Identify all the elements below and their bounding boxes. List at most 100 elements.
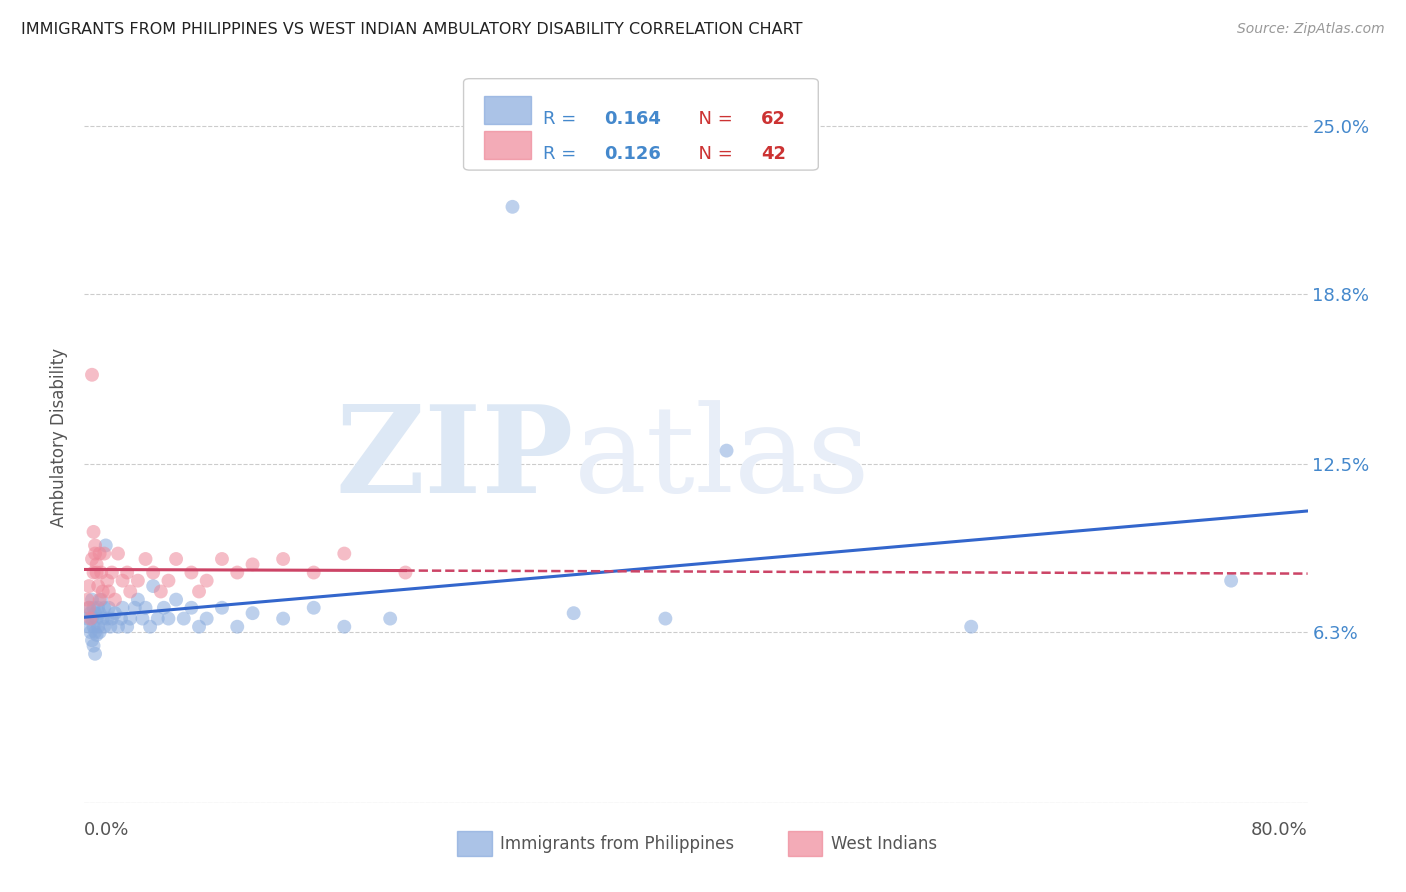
- Text: IMMIGRANTS FROM PHILIPPINES VS WEST INDIAN AMBULATORY DISABILITY CORRELATION CHA: IMMIGRANTS FROM PHILIPPINES VS WEST INDI…: [21, 22, 803, 37]
- Point: [87, 620, 110, 634]
- Point: [157, 611, 180, 625]
- Point: [84, 538, 107, 552]
- Point: [165, 592, 187, 607]
- Point: [77, 579, 100, 593]
- Text: West Indians: West Indians: [831, 835, 936, 853]
- Point: [76, 611, 98, 625]
- Point: [83, 524, 105, 539]
- Point: [79, 625, 101, 640]
- Bar: [484, 96, 531, 124]
- Text: 42: 42: [761, 145, 786, 163]
- Point: [83, 620, 105, 634]
- Point: [83, 566, 105, 580]
- Text: ZIP: ZIP: [336, 400, 574, 518]
- Text: N =: N =: [688, 110, 740, 128]
- Point: [107, 547, 129, 561]
- Point: [104, 606, 127, 620]
- Bar: [484, 131, 531, 159]
- Point: [84, 647, 107, 661]
- Point: [146, 611, 169, 625]
- Point: [302, 566, 325, 580]
- Point: [135, 600, 157, 615]
- Point: [242, 558, 264, 572]
- Point: [84, 547, 107, 561]
- Point: [333, 620, 356, 634]
- Point: [394, 566, 416, 580]
- Point: [157, 574, 180, 588]
- Point: [188, 620, 211, 634]
- Point: [380, 611, 402, 625]
- Point: [149, 584, 172, 599]
- Point: [80, 552, 103, 566]
- Point: [195, 574, 218, 588]
- Point: [195, 611, 218, 625]
- Point: [115, 566, 138, 580]
- Point: [165, 552, 187, 566]
- Point: [1220, 574, 1243, 588]
- Point: [111, 574, 134, 588]
- Text: N =: N =: [688, 145, 740, 163]
- Point: [131, 611, 153, 625]
- Point: [80, 633, 103, 648]
- Text: R =: R =: [543, 110, 582, 128]
- Point: [86, 566, 108, 580]
- Bar: [787, 831, 823, 856]
- Point: [226, 620, 249, 634]
- Point: [333, 547, 356, 561]
- Point: [91, 611, 114, 625]
- Point: [226, 566, 249, 580]
- Point: [89, 625, 111, 640]
- Y-axis label: Ambulatory Disability: Ambulatory Disability: [51, 348, 69, 526]
- Point: [93, 547, 115, 561]
- Point: [127, 592, 149, 607]
- Point: [98, 620, 121, 634]
- Point: [562, 606, 585, 620]
- Text: Source: ZipAtlas.com: Source: ZipAtlas.com: [1237, 22, 1385, 37]
- Point: [97, 600, 120, 615]
- Point: [142, 566, 165, 580]
- Point: [111, 600, 134, 615]
- Point: [96, 611, 118, 625]
- Point: [93, 620, 115, 634]
- Bar: [457, 831, 492, 856]
- Point: [86, 558, 108, 572]
- Point: [242, 606, 264, 620]
- Point: [107, 620, 129, 634]
- Point: [302, 600, 325, 615]
- Point: [86, 611, 108, 625]
- Point: [104, 592, 127, 607]
- Point: [120, 611, 142, 625]
- Point: [211, 600, 233, 615]
- Point: [110, 611, 132, 625]
- Point: [80, 611, 103, 625]
- Point: [188, 584, 211, 599]
- Point: [77, 620, 100, 634]
- Point: [716, 443, 738, 458]
- Point: [84, 606, 107, 620]
- Text: 0.164: 0.164: [605, 110, 661, 128]
- Point: [91, 584, 114, 599]
- Text: 0.0%: 0.0%: [84, 821, 129, 839]
- Point: [502, 200, 524, 214]
- Point: [87, 579, 110, 593]
- Point: [77, 600, 100, 615]
- Text: Immigrants from Philippines: Immigrants from Philippines: [501, 835, 734, 853]
- Point: [94, 538, 117, 552]
- Point: [77, 600, 100, 615]
- Point: [101, 611, 124, 625]
- FancyBboxPatch shape: [464, 78, 818, 170]
- Point: [90, 592, 112, 607]
- Point: [127, 574, 149, 588]
- Point: [79, 606, 101, 620]
- Point: [79, 611, 101, 625]
- Point: [93, 600, 115, 615]
- Point: [76, 592, 98, 607]
- Text: 80.0%: 80.0%: [1251, 821, 1308, 839]
- Point: [115, 620, 138, 634]
- Point: [90, 566, 112, 580]
- Point: [120, 584, 142, 599]
- Point: [83, 639, 105, 653]
- Point: [654, 611, 676, 625]
- Point: [124, 600, 146, 615]
- Point: [96, 574, 118, 588]
